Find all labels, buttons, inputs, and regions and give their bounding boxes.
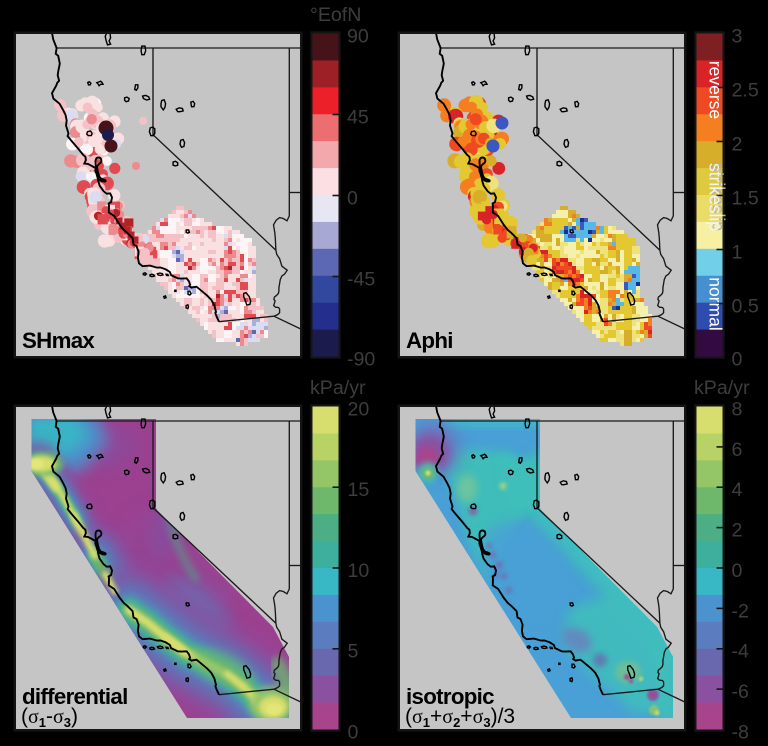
svg-text:isotropic: isotropic xyxy=(406,684,494,709)
svg-text:3: 3 xyxy=(732,25,743,47)
svg-text:2.5: 2.5 xyxy=(732,79,759,101)
svg-text:normal: normal xyxy=(706,277,726,331)
svg-text:20: 20 xyxy=(348,398,370,420)
svg-text:kPa/yr: kPa/yr xyxy=(694,377,750,399)
svg-text:0: 0 xyxy=(732,560,743,582)
svg-text:reverse: reverse xyxy=(706,61,726,119)
svg-text:-8: -8 xyxy=(732,721,750,743)
svg-text:(σ1​+σ2​+σ3​)/3: (σ1​+σ2​+σ3​)/3 xyxy=(405,705,515,730)
svg-text:10: 10 xyxy=(348,560,370,582)
svg-text:-2: -2 xyxy=(732,600,749,622)
svg-text:°EofN: °EofN xyxy=(310,4,361,26)
svg-text:0: 0 xyxy=(347,187,358,209)
svg-text:1.5: 1.5 xyxy=(732,187,759,209)
svg-text:-90: -90 xyxy=(347,348,375,370)
svg-text:-4: -4 xyxy=(732,641,750,663)
svg-text:strikeslip: strikeslip xyxy=(706,163,726,231)
svg-text:kPa/yr: kPa/yr xyxy=(310,377,366,399)
svg-text:SHmax: SHmax xyxy=(22,328,95,353)
svg-text:90: 90 xyxy=(347,25,369,47)
svg-text:differential: differential xyxy=(22,684,128,709)
svg-text:6: 6 xyxy=(732,439,743,461)
svg-text:4: 4 xyxy=(732,479,743,501)
svg-text:Aphi: Aphi xyxy=(406,328,453,353)
svg-text:-6: -6 xyxy=(732,681,750,703)
svg-text:strikeslip: strikeslip xyxy=(709,163,729,231)
svg-text:45: 45 xyxy=(347,106,369,128)
svg-text:15: 15 xyxy=(348,479,370,501)
svg-text:0: 0 xyxy=(732,348,743,370)
svg-text:0.5: 0.5 xyxy=(732,295,759,317)
svg-text:2: 2 xyxy=(732,133,743,155)
svg-text:5: 5 xyxy=(348,641,359,663)
svg-text:-45: -45 xyxy=(347,268,375,290)
svg-text:0: 0 xyxy=(348,721,359,743)
svg-text:1: 1 xyxy=(732,241,743,263)
svg-text:2: 2 xyxy=(732,520,743,542)
svg-text:8: 8 xyxy=(732,398,743,420)
